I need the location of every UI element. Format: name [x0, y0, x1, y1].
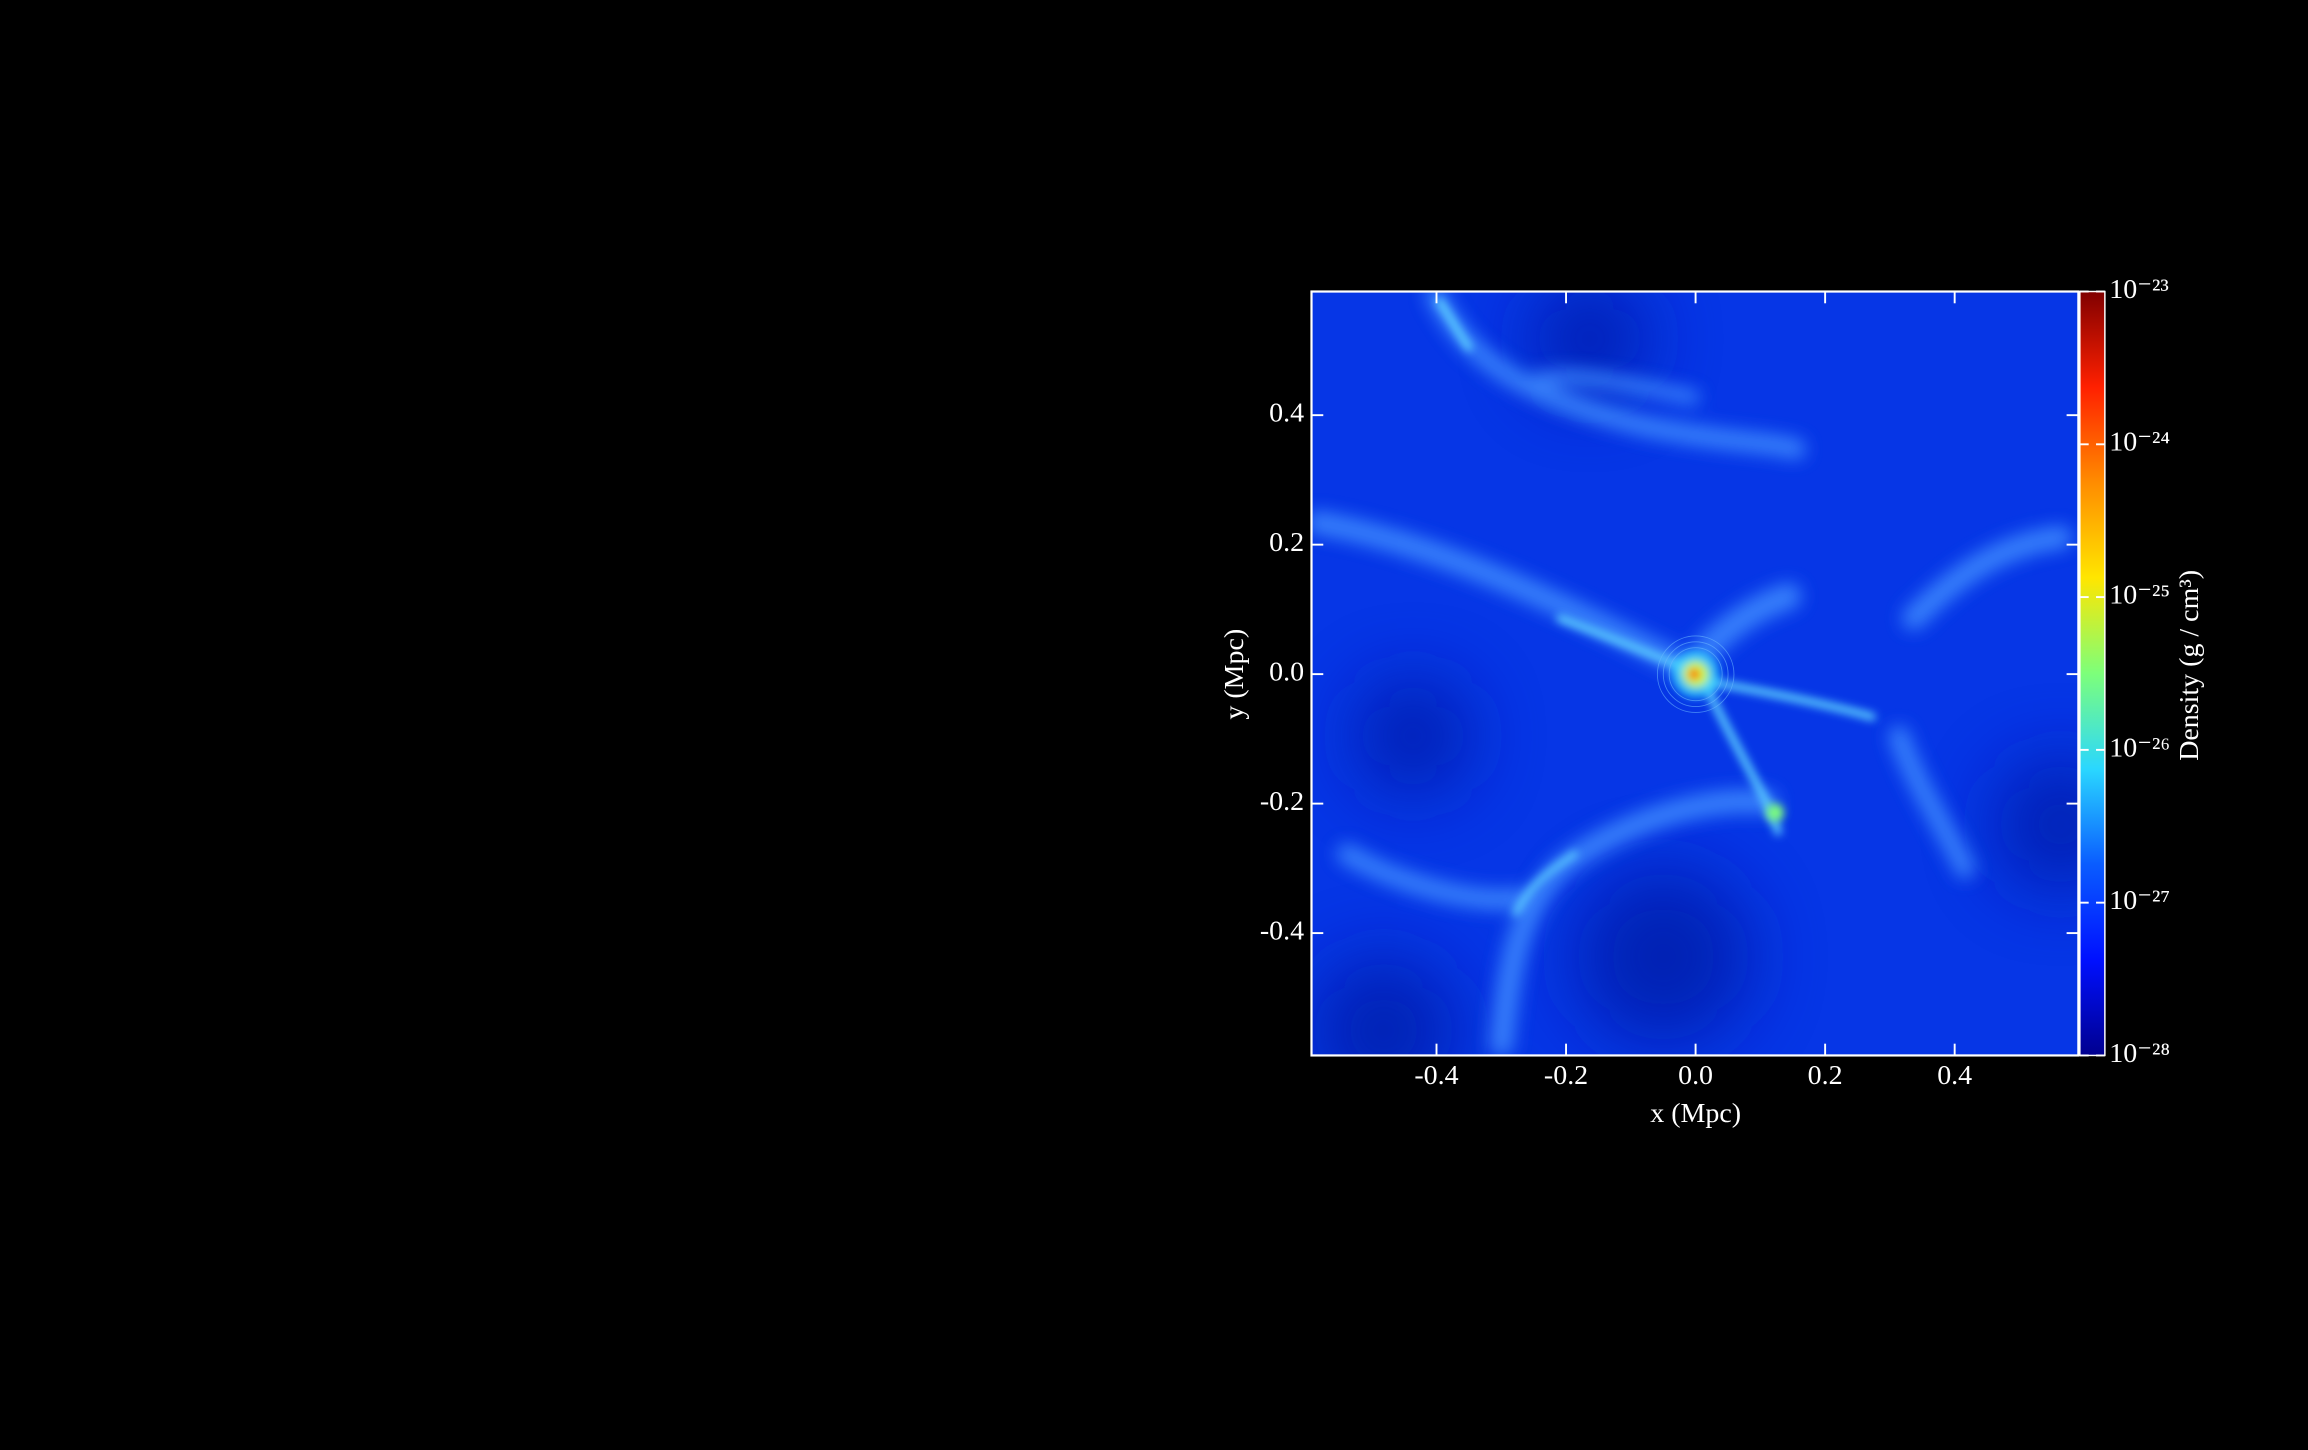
- y-tick-label: 0.4: [1269, 398, 1304, 429]
- colorbar-tick-label: 10⁻²⁷: [2109, 885, 2170, 916]
- colorbar-label: Density (g / cm³): [2174, 570, 2205, 761]
- x-tick-label: 0.2: [1808, 1060, 1843, 1091]
- y-tick-label: 0.2: [1269, 527, 1304, 558]
- y-axis-label: y (Mpc): [1219, 629, 1250, 720]
- colorbar-tick-label: 10⁻²⁶: [2109, 732, 2170, 763]
- colorbar-tick-label: 10⁻²⁵: [2109, 580, 2170, 611]
- colorbar-tick-label: 10⁻²⁴: [2109, 427, 2170, 458]
- x-axis-label: x (Mpc): [1650, 1098, 1741, 1129]
- x-tick-label: -0.4: [1414, 1060, 1458, 1091]
- colorbar-tick-label: 10⁻²⁸: [2109, 1038, 2170, 1069]
- colorbar: [2079, 290, 2106, 1057]
- x-tick-label: -0.2: [1544, 1060, 1588, 1091]
- y-tick-label: 0.0: [1269, 657, 1304, 688]
- x-tick-label: 0.0: [1678, 1060, 1713, 1091]
- y-tick-label: -0.4: [1260, 916, 1304, 947]
- x-tick-label: 0.4: [1937, 1060, 1972, 1091]
- density-image: [1311, 291, 2079, 1056]
- y-tick-label: -0.2: [1260, 786, 1304, 817]
- colorbar-tick-label: 10⁻²³: [2109, 274, 2168, 305]
